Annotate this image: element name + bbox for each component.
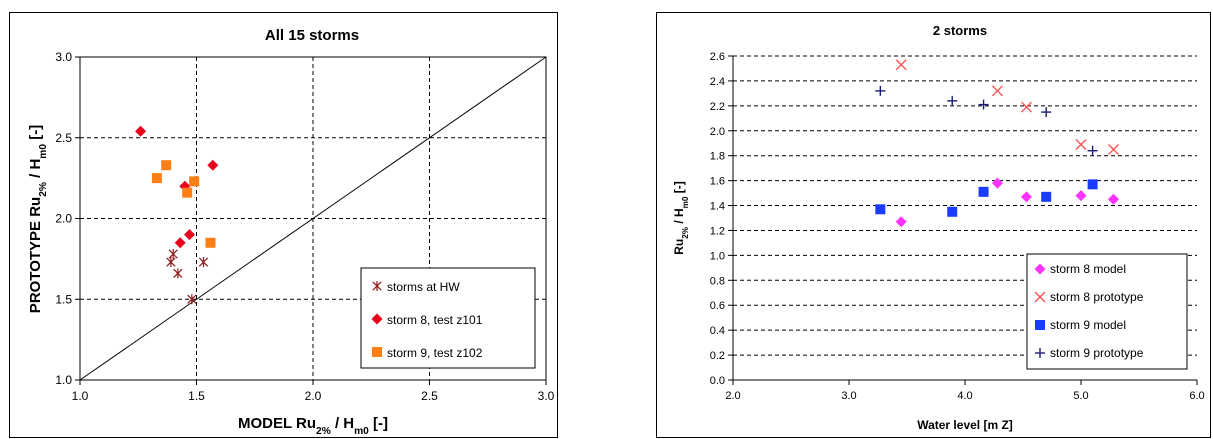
x-tick-label: 3.0 bbox=[538, 389, 555, 403]
x-tick-label: 4.0 bbox=[957, 390, 972, 402]
legend-marker bbox=[1034, 291, 1046, 303]
data-point bbox=[1075, 138, 1087, 150]
data-point bbox=[1087, 179, 1098, 190]
legend-label: storm 8, test z101 bbox=[387, 313, 483, 327]
data-point bbox=[947, 95, 958, 106]
legend bbox=[1026, 253, 1188, 370]
x-tick-label: 5.0 bbox=[1073, 390, 1088, 402]
y-tick-label: 3.0 bbox=[55, 50, 72, 64]
legend-label: storm 8 model bbox=[1050, 262, 1126, 276]
y-tick-label: 2.5 bbox=[55, 131, 72, 145]
reference-line bbox=[79, 56, 547, 381]
data-point bbox=[198, 257, 209, 268]
y-axis-label: Ru2% / Hm0 [-] bbox=[672, 181, 690, 255]
data-point bbox=[1107, 143, 1119, 155]
chart-title: All 15 storms bbox=[265, 27, 359, 44]
legend-label: storm 9 prototype bbox=[1050, 346, 1144, 360]
data-point bbox=[978, 99, 989, 110]
x-tick-label: 1.0 bbox=[72, 389, 89, 403]
x-tick-label: 1.5 bbox=[188, 389, 205, 403]
data-point bbox=[187, 294, 197, 305]
y-tick-label: 1.4 bbox=[710, 201, 725, 213]
data-point bbox=[875, 204, 886, 215]
data-point bbox=[1020, 101, 1032, 113]
x-axis-label: Water level [m Z] bbox=[917, 418, 1013, 432]
data-point bbox=[875, 85, 886, 96]
data-point bbox=[1107, 193, 1119, 205]
y-tick-label: 0.0 bbox=[710, 375, 725, 387]
x-tick-label: 2.5 bbox=[421, 389, 438, 403]
x-axis-label: MODEL Ru2% / Hm0 [-] bbox=[238, 415, 388, 437]
y-tick-label: 2.2 bbox=[710, 101, 725, 113]
data-point bbox=[991, 177, 1003, 189]
legend-marker bbox=[371, 313, 383, 325]
x-tick-label: 6.0 bbox=[1189, 390, 1204, 402]
x-tick-label: 2.0 bbox=[725, 390, 740, 402]
legend-label: storm 8 prototype bbox=[1050, 290, 1144, 304]
legend-label: storm 9, test z102 bbox=[387, 346, 483, 360]
data-point bbox=[205, 237, 216, 248]
legend-marker bbox=[372, 281, 382, 291]
y-tick-label: 2.6 bbox=[710, 51, 725, 63]
y-tick-label: 1.5 bbox=[55, 292, 72, 306]
x-tick-label: 2.0 bbox=[305, 389, 322, 403]
data-point bbox=[174, 237, 186, 249]
data-point bbox=[151, 173, 162, 184]
data-point bbox=[168, 249, 178, 260]
data-point bbox=[207, 159, 219, 171]
data-point bbox=[1020, 191, 1032, 203]
y-tick-label: 1.0 bbox=[55, 373, 72, 387]
data-point bbox=[1075, 190, 1087, 202]
chart-left: All 15 storms 1.0 1.5 2.0 2.5 3.0 1.0 1.5 2.0 2.5… bbox=[9, 12, 558, 438]
y-tick-label: 0.4 bbox=[710, 325, 725, 337]
chart-right: 2 storms 0.0 0.2 0.4 0.6 0.8 1.0 1.2 1.4 1.6 1.8 2.… bbox=[656, 12, 1211, 438]
data-point bbox=[978, 186, 989, 197]
legend-marker bbox=[372, 347, 382, 357]
y-axis-label: PROTOTYPE Ru2% / Hm0 [-] bbox=[27, 125, 49, 313]
data-point bbox=[166, 257, 176, 268]
data-point bbox=[173, 268, 183, 279]
data-point bbox=[1087, 145, 1098, 156]
legend-marker bbox=[1034, 263, 1046, 275]
y-tick-label: 1.2 bbox=[710, 225, 725, 237]
y-tick-label: 2.0 bbox=[55, 212, 72, 226]
legend-marker bbox=[1035, 320, 1045, 330]
data-point bbox=[991, 85, 1003, 97]
x-tick-label: 3.0 bbox=[841, 390, 856, 402]
legend-label: storms at HW bbox=[387, 280, 460, 294]
y-tick-label: 2.0 bbox=[710, 126, 725, 138]
y-tick-label: 1.6 bbox=[710, 176, 725, 188]
data-point bbox=[189, 176, 200, 187]
data-point bbox=[895, 216, 907, 228]
data-point bbox=[947, 206, 958, 217]
data-point bbox=[184, 229, 196, 241]
legend-marker bbox=[1035, 348, 1045, 358]
y-tick-label: 0.2 bbox=[710, 350, 725, 362]
legend bbox=[360, 267, 536, 369]
data-point bbox=[135, 125, 147, 137]
y-tick-label: 1.8 bbox=[710, 151, 725, 163]
y-tick-label: 0.8 bbox=[710, 275, 725, 287]
legend-label: storm 9 model bbox=[1050, 318, 1126, 332]
y-tick-label: 0.6 bbox=[710, 300, 725, 312]
y-tick-label: 1.0 bbox=[710, 250, 725, 262]
chart-title: 2 storms bbox=[933, 23, 987, 38]
y-tick-label: 2.4 bbox=[710, 76, 725, 88]
data-point bbox=[1041, 191, 1052, 202]
data-point bbox=[182, 187, 193, 198]
data-point bbox=[1041, 107, 1052, 118]
data-point bbox=[895, 59, 907, 71]
data-point bbox=[161, 160, 172, 171]
